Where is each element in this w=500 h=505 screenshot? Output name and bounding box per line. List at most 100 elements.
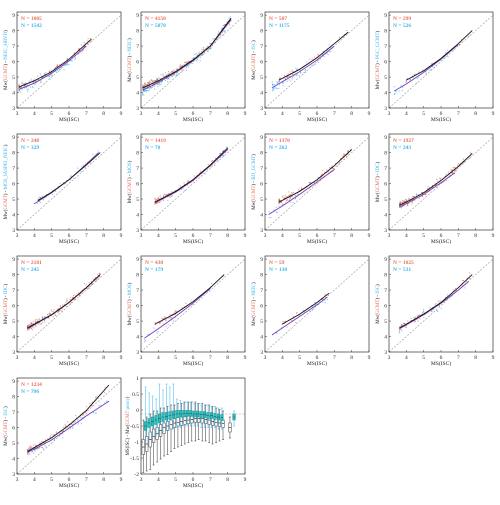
scatter-point-gray: [34, 80, 36, 82]
fit-line-purple: [18, 45, 87, 90]
scatter-point-cyan: [305, 71, 307, 73]
scatter-point-cyan: [169, 71, 171, 73]
scatter-point-red: [29, 446, 31, 448]
scatter-point-cyan: [418, 71, 420, 73]
scatter-point-red: [74, 298, 77, 300]
scatter-point-red: [313, 56, 316, 58]
scatter-point-red: [216, 39, 218, 41]
y-label-ylabel_b: MOS: [128, 284, 133, 295]
scatter-point-cyan: [38, 200, 41, 203]
plot-area: [141, 258, 245, 352]
fit-line-purple: [154, 149, 229, 204]
x-tick-label: 7: [457, 111, 460, 117]
fit-line-black: [399, 153, 473, 206]
scatter-point-cyan: [402, 86, 404, 88]
scatter-point-red: [292, 315, 294, 318]
y-axis-label: MS(ISC) - Mw(GCMT proxy): [126, 396, 131, 455]
scatter-point-cyan: [273, 89, 275, 91]
scatter-point-red: [159, 322, 162, 324]
scatter-point-red: [30, 322, 32, 324]
scatter-point-red: [452, 167, 454, 169]
scatter-point-cyan: [404, 205, 406, 207]
scatter-point-red: [55, 190, 57, 192]
fit-line-black: [278, 149, 353, 203]
scatter-point-red: [35, 444, 37, 446]
scatter-point-red: [74, 52, 76, 54]
identity-line: [389, 14, 493, 108]
scatter-point-cyan: [180, 188, 182, 191]
scatter-point-red: [425, 193, 427, 196]
scatter-point-gray: [198, 52, 200, 54]
y-label-part-b: GCMT: [126, 411, 131, 425]
scatter-point-cyan: [430, 68, 432, 70]
scatter-point-gray: [228, 17, 230, 19]
y-tick-label: 4: [12, 91, 15, 97]
y-axis-label: Mw(GCMT) - NEIC): [252, 282, 257, 326]
scatter-point-gray: [174, 311, 176, 313]
x-tick-label: 6: [316, 233, 319, 239]
scatter-point-red: [419, 318, 421, 320]
x-tick-label: 7: [333, 233, 336, 239]
scatter-point-red: [150, 80, 152, 82]
scatter-point-red: [33, 327, 35, 329]
scatter-point-gray: [38, 318, 40, 320]
scatter-point-cyan: [273, 87, 275, 89]
scatter-point-red: [35, 325, 37, 328]
scatter-point-cyan: [199, 59, 201, 62]
scatter-point-red: [279, 77, 281, 79]
scatter-point-red: [158, 83, 160, 85]
y-label-ylabel_prefix: Mw(: [252, 70, 257, 80]
y-tick-label: 8: [12, 395, 15, 401]
scatter-point-cyan: [195, 52, 197, 55]
y-tick-label: 9: [12, 13, 15, 19]
y-axis-label: Mw(GCMT) - MOS_IASPEI_NEIC): [4, 144, 9, 219]
scatter-point-red: [179, 66, 181, 69]
scatter-point-cyan: [167, 77, 169, 79]
scatter-point-gray: [403, 200, 405, 202]
x-tick-label: 3: [140, 233, 143, 239]
scatter-point-red: [457, 162, 460, 164]
y-label-ylabel_sep: ) -: [128, 295, 133, 301]
y-tick-label: 0: [136, 408, 139, 414]
scatter-point-cyan: [313, 64, 315, 66]
y-tick-label: 9: [260, 13, 263, 19]
scatter-point-cyan: [187, 66, 190, 68]
scatter-point-cyan: [290, 80, 292, 82]
scatter-point-red: [324, 171, 326, 173]
y-label-ylabel_b: ISC: [4, 407, 9, 415]
scatter-point-cyan: [45, 71, 47, 74]
scatter-point-cyan: [97, 150, 99, 152]
scatter-point-cyan: [324, 302, 326, 304]
y-label-ylabel_b: NEIC: [252, 283, 257, 295]
scatter-point-gray: [48, 317, 50, 319]
scatter-point-cyan: [178, 72, 180, 75]
x-tick-label: 7: [209, 233, 212, 239]
y-label-ylabel_a: GCMT: [4, 422, 9, 436]
plot-area: [265, 14, 369, 108]
y-tick-label: 9: [136, 13, 139, 19]
scatter-point-red: [169, 314, 171, 316]
scatter-point-red: [40, 80, 42, 82]
scatter-point-cyan: [29, 453, 31, 455]
scatter-point-cyan: [281, 82, 284, 84]
y-tick-label: 7: [136, 44, 139, 50]
scatter-point-cyan: [278, 87, 280, 89]
scatter-point-red: [21, 81, 23, 83]
scatter-point-red: [179, 185, 181, 187]
x-tick-label: 4: [157, 111, 160, 117]
scatter-point-gray: [204, 52, 206, 54]
scatter-point-red: [436, 178, 438, 180]
scatter-point-cyan: [36, 448, 39, 450]
y-tick-label: 3: [12, 350, 15, 356]
scatter-point-red: [34, 320, 36, 322]
y-tick-label: 9: [260, 257, 263, 263]
x-tick-label: 4: [157, 233, 160, 239]
x-tick-label: 6: [440, 233, 443, 239]
scatter-point-gray: [417, 315, 419, 317]
scatter-point-cyan: [74, 57, 76, 59]
scatter-point-cyan: [324, 299, 326, 302]
scatter-point-gray: [399, 202, 401, 204]
y-label-ylabel_prefix: Mw(: [128, 315, 133, 325]
scatter-point-red: [36, 319, 39, 321]
